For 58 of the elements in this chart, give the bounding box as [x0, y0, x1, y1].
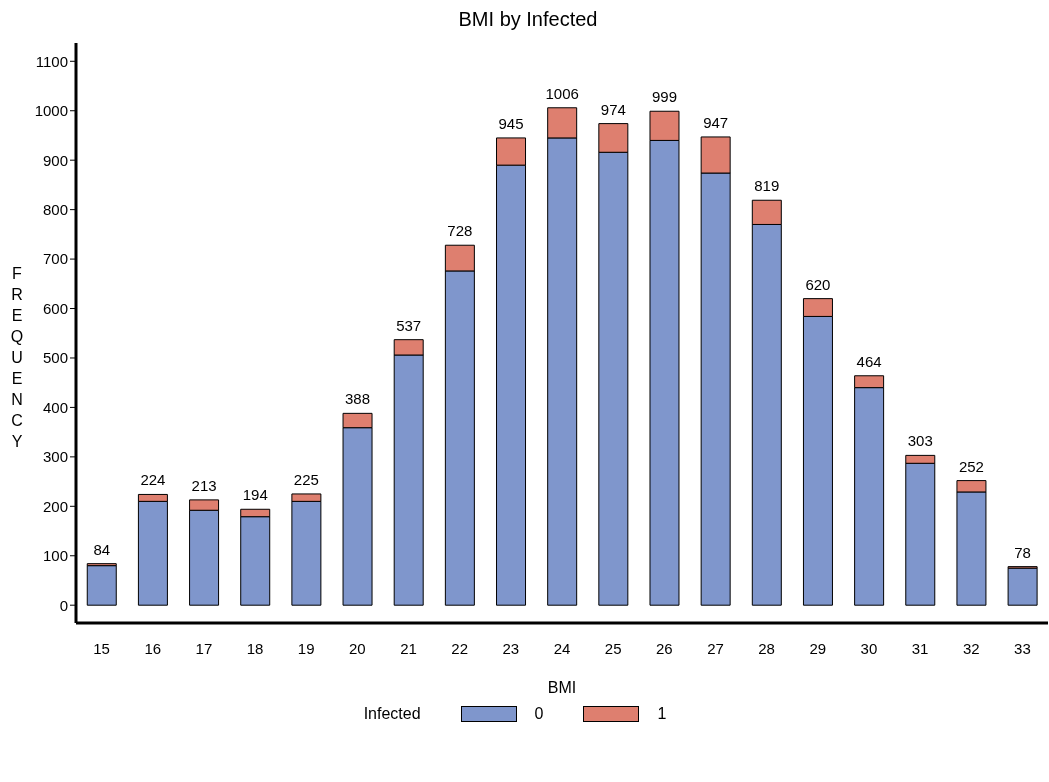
legend-label: 1 — [657, 705, 667, 723]
total-label: 1006 — [545, 84, 579, 102]
x-tick-label: 17 — [195, 639, 213, 657]
bar — [86, 565, 117, 606]
total-label: 303 — [907, 432, 933, 450]
total-label: 999 — [651, 88, 678, 106]
x-tick-label: 29 — [809, 639, 827, 657]
y-tick-label: 700 — [42, 250, 68, 268]
y-tick-label: 800 — [42, 200, 68, 218]
total-label: 78 — [1014, 543, 1031, 561]
total-label: 945 — [498, 114, 524, 132]
x-tick-label: 21 — [400, 639, 417, 657]
x-tick-label: 31 — [911, 639, 929, 657]
x-tick-label: 33 — [1014, 639, 1031, 657]
total-label: 819 — [754, 177, 780, 195]
x-tick-label: 19 — [297, 639, 315, 657]
total-label: 974 — [600, 100, 626, 118]
y-tick-label: 500 — [42, 349, 68, 367]
y-tick-label: 1100 — [35, 52, 68, 70]
total-label: 252 — [958, 457, 984, 475]
y-tick-label: 0 — [59, 596, 68, 614]
x-tick-label: 32 — [962, 639, 980, 657]
text: FREQUENCY — [10, 265, 24, 450]
y-tick-label: 200 — [42, 497, 68, 515]
x-tick-label: 22 — [451, 639, 469, 657]
total-label: 225 — [293, 470, 319, 488]
x-tick-label: 30 — [860, 639, 878, 657]
total-label: 194 — [242, 486, 268, 504]
x-axis-title: BMI — [547, 679, 577, 696]
chart-title: BMI by Infected — [457, 8, 599, 31]
legend-label: 0 — [534, 705, 544, 723]
total-label: 537 — [396, 316, 422, 334]
total-label: 388 — [345, 390, 371, 408]
total-label: 224 — [140, 471, 166, 489]
bar — [1007, 567, 1038, 606]
y-tick-label: 1000 — [34, 102, 68, 120]
total-label: 947 — [703, 113, 729, 131]
total-label: 213 — [191, 476, 217, 494]
y-tick-label: 600 — [42, 299, 68, 317]
total-label: 728 — [447, 222, 473, 240]
y-tick-label: 400 — [42, 398, 68, 416]
x-tick-label: 20 — [349, 639, 366, 657]
x-tick-label: 26 — [655, 639, 673, 657]
y-tick-label: 100 — [42, 547, 68, 565]
x-tick-label: 23 — [502, 639, 520, 657]
total-label: 620 — [805, 275, 831, 293]
x-tick-label: 27 — [707, 639, 724, 657]
x-tick-label: 24 — [553, 639, 571, 657]
total-label: 84 — [93, 540, 111, 558]
x-tick-label: 28 — [758, 639, 775, 657]
x-tick-label: 25 — [604, 639, 622, 657]
x-tick-label: 15 — [93, 639, 110, 657]
x-tick-label: 16 — [144, 639, 162, 657]
y-tick-label: 300 — [42, 448, 68, 466]
total-label: 464 — [856, 352, 882, 370]
y-tick-label: 900 — [42, 151, 68, 169]
x-tick-label: 18 — [246, 639, 264, 657]
legend-title: Infected — [363, 705, 421, 723]
